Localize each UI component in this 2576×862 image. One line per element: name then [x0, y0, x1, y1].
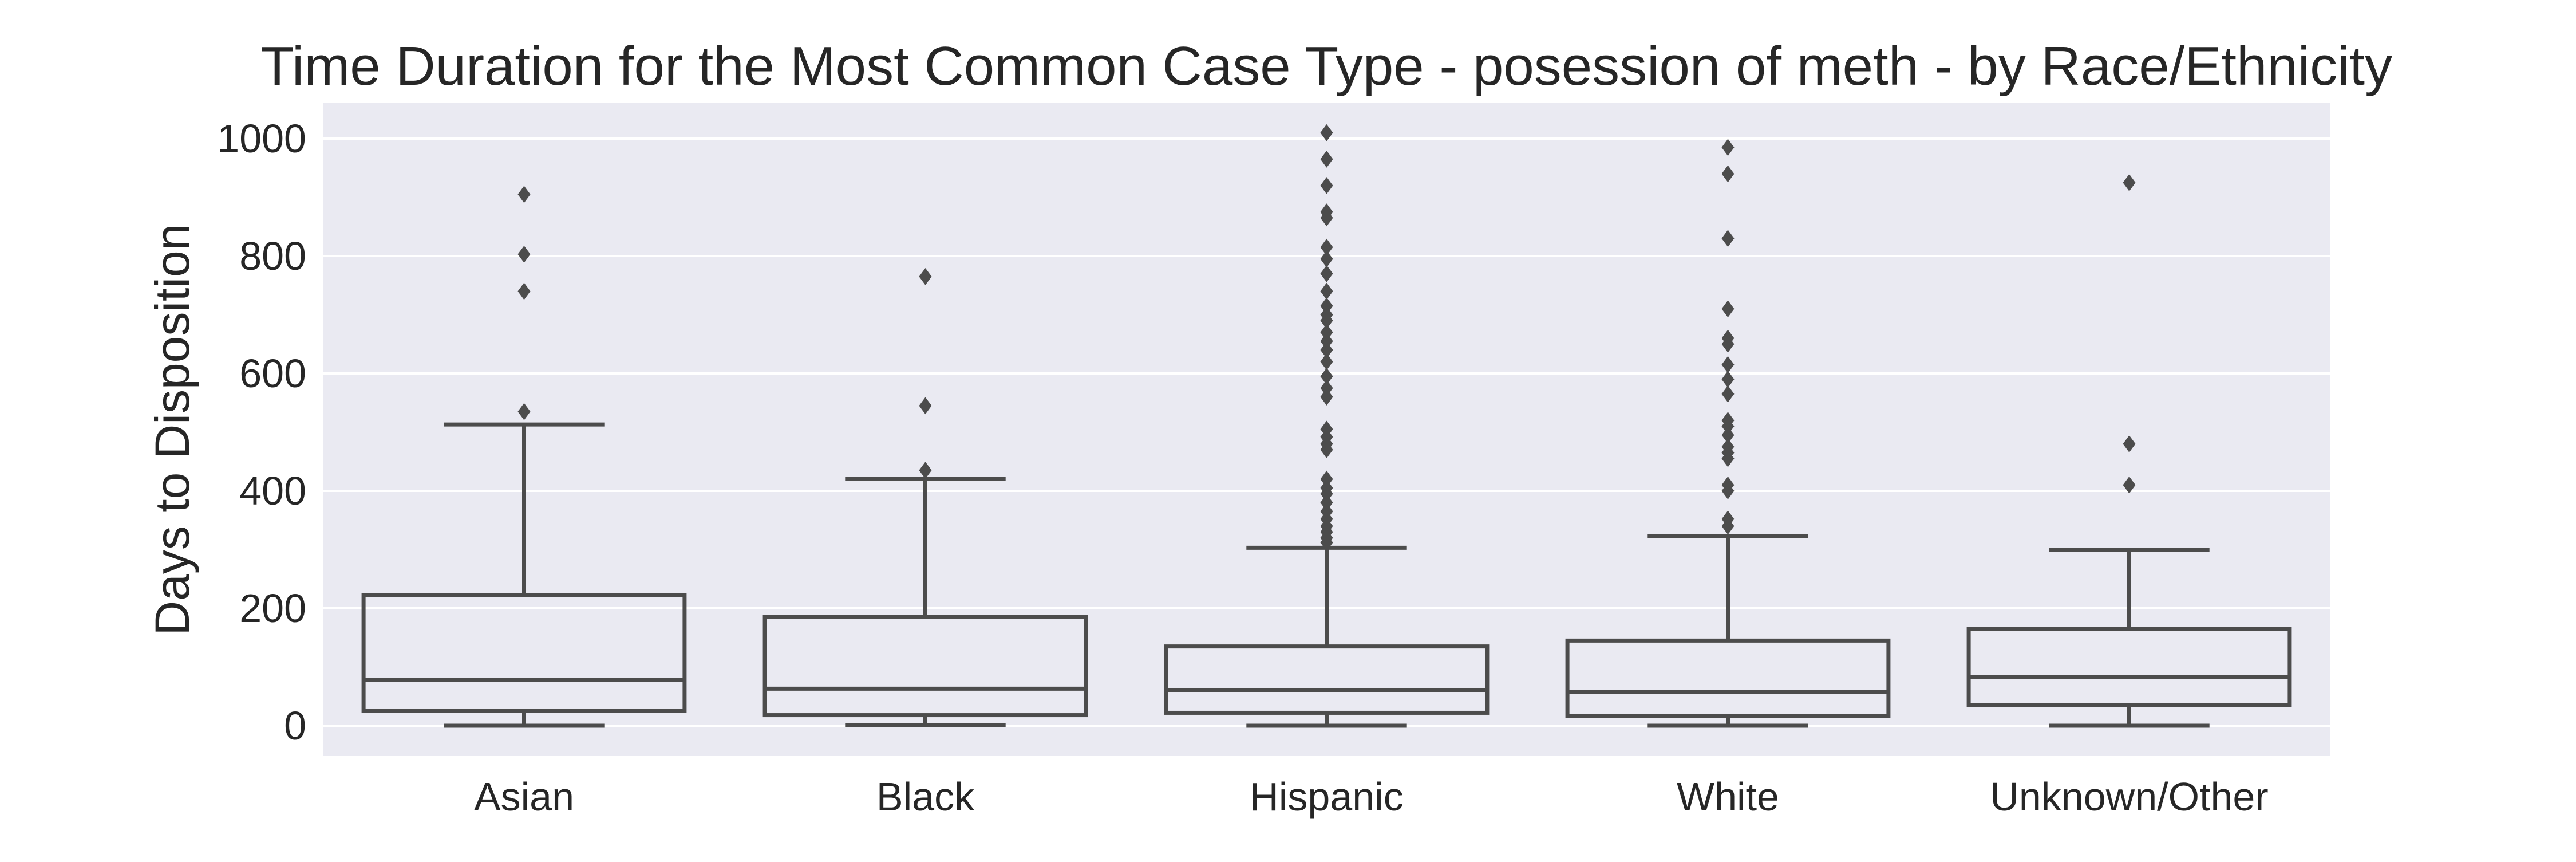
outlier-point — [1721, 230, 1735, 247]
outlier-point — [1721, 329, 1735, 347]
outlier-point — [1320, 420, 1333, 438]
outlier-point — [1721, 412, 1735, 429]
outlier-point — [1320, 368, 1333, 385]
y-tick-label: 600 — [239, 351, 306, 396]
outlier-point — [1320, 265, 1333, 282]
outlier-point — [1320, 297, 1333, 314]
outlier-point — [1721, 476, 1735, 494]
outlier-point — [919, 268, 932, 285]
outlier-point — [1721, 426, 1735, 444]
outlier-point — [1320, 151, 1333, 168]
outlier-point — [1320, 388, 1333, 406]
outlier-point — [517, 186, 531, 203]
outlier-point — [1721, 438, 1735, 455]
iqr-box — [1164, 644, 1490, 715]
outlier-point — [1320, 479, 1333, 497]
x-tick-label: Asian — [474, 774, 574, 819]
outlier-point — [1320, 324, 1333, 341]
outlier-point — [1320, 177, 1333, 194]
x-tick-label: Black — [876, 774, 975, 819]
outlier-point — [2123, 435, 2136, 452]
outlier-point — [1320, 494, 1333, 511]
iqr-box — [1966, 627, 2292, 707]
outlier-point — [1320, 124, 1333, 141]
outlier-point — [1721, 385, 1735, 403]
y-tick-label: 1000 — [217, 116, 306, 161]
outlier-point — [1320, 470, 1333, 488]
box-group-hispanic — [1164, 124, 1490, 728]
box-group-unknown-other — [1966, 174, 2292, 728]
box-group-black — [762, 268, 1088, 727]
x-tick-labels: Asian Black Hispanic White Unknown/Other — [474, 774, 2269, 819]
outlier-point — [1320, 203, 1333, 221]
iqr-box — [1565, 638, 1891, 718]
outlier-point — [1320, 353, 1333, 371]
y-tick-label: 800 — [239, 234, 306, 278]
outlier-point — [517, 246, 531, 263]
x-tick-label: Unknown/Other — [1990, 774, 2268, 819]
y-axis-label: Days to Disposition — [145, 224, 199, 636]
outlier-point — [517, 282, 531, 300]
iqr-box — [762, 615, 1088, 718]
x-tick-label: White — [1677, 774, 1779, 819]
y-tick-label: 400 — [239, 469, 306, 513]
y-tick-label: 0 — [284, 703, 306, 748]
outlier-point — [517, 403, 531, 420]
outlier-point — [1721, 165, 1735, 183]
iqr-box — [361, 593, 687, 713]
outlier-point — [1721, 510, 1735, 528]
outlier-point — [1320, 282, 1333, 300]
box-group-white — [1565, 139, 1891, 728]
outlier-point — [919, 397, 932, 415]
outlier-point — [1320, 379, 1333, 397]
outlier-point — [2123, 476, 2136, 494]
outlier-point — [1320, 341, 1333, 359]
outlier-point — [1320, 332, 1333, 350]
chart-title: Time Duration for the Most Common Case T… — [260, 36, 2392, 97]
box-group-asian — [361, 186, 687, 728]
outlier-point — [1721, 300, 1735, 318]
outlier-point — [1320, 238, 1333, 256]
outlier-point — [1721, 356, 1735, 373]
outlier-point — [1721, 139, 1735, 156]
outlier-point — [919, 462, 932, 479]
outlier-point — [1320, 503, 1333, 520]
outlier-point — [1721, 371, 1735, 388]
y-tick-labels: 0 200 400 600 800 1000 — [217, 116, 306, 748]
outlier-point — [1320, 250, 1333, 267]
y-tick-label: 200 — [239, 586, 306, 631]
outlier-point — [2123, 174, 2136, 191]
outlier-point — [1320, 306, 1333, 324]
x-tick-label: Hispanic — [1250, 774, 1403, 819]
box-series — [361, 124, 2292, 728]
